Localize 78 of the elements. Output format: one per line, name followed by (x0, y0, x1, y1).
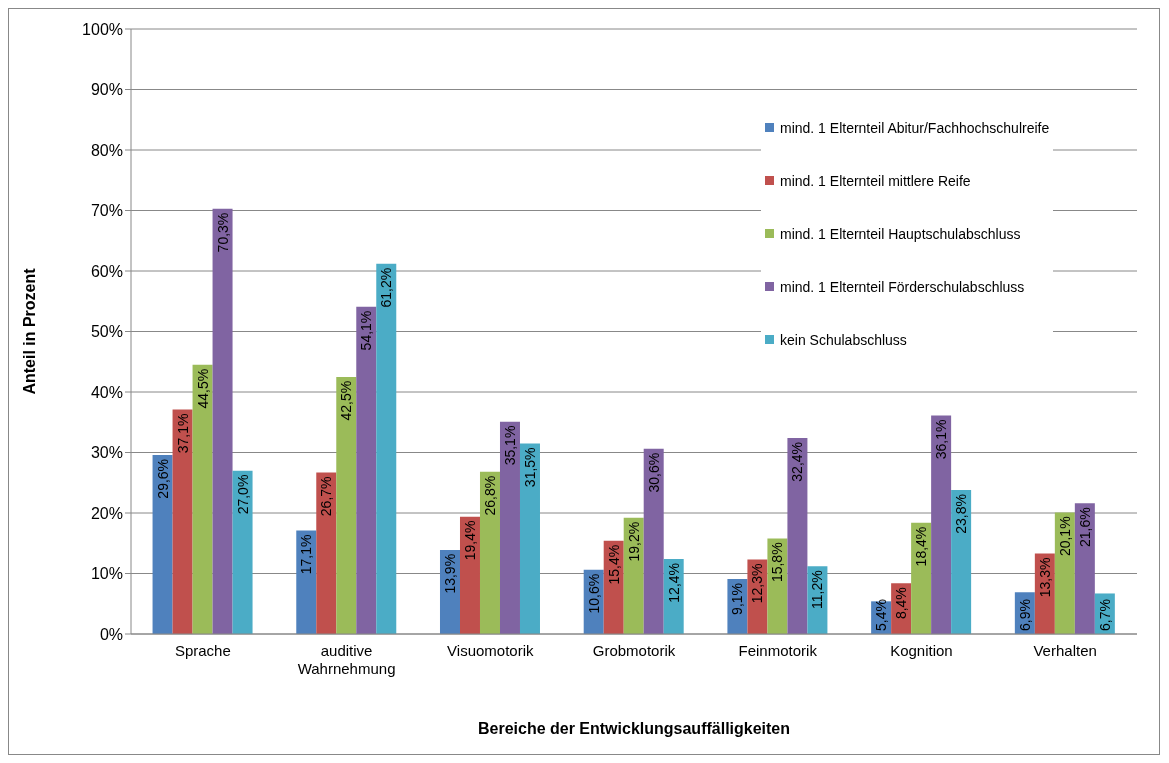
data-label: 18,4% (913, 526, 930, 567)
y-tick-label: 80% (90, 141, 123, 159)
data-label: 30,6% (645, 452, 662, 493)
data-label: 12,3% (749, 563, 766, 604)
data-label: 54,1% (358, 310, 375, 351)
legend-label: mind. 1 Elternteil Abitur/Fachhochschulreife (780, 119, 1050, 136)
data-label: 6,9% (1016, 599, 1033, 631)
bar (479, 471, 500, 634)
data-label: 23,8% (953, 494, 970, 534)
y-tick-label: 40% (90, 383, 123, 401)
legend-label: mind. 1 Elternteil Förderschulabschluss (780, 278, 1025, 295)
data-label: 21,6% (1076, 507, 1093, 548)
data-label: 27,0% (234, 474, 251, 515)
legend-label: mind. 1 Elternteil Hauptschulabschluss (780, 225, 1021, 242)
data-label: 13,9% (441, 553, 458, 594)
data-label: 5,4% (873, 599, 890, 631)
bar (192, 364, 213, 634)
data-label: 19,2% (625, 521, 642, 562)
y-tick-label: 50% (90, 323, 123, 341)
x-tick-label: Sprache (174, 642, 231, 659)
y-tick-label: 100% (82, 20, 123, 38)
data-label: 8,4% (893, 587, 910, 620)
data-label: 42,5% (338, 380, 355, 421)
y-tick-label: 20% (90, 504, 123, 522)
bar (336, 376, 357, 634)
y-tick-label: 90% (90, 81, 123, 99)
data-label: 44,5% (194, 368, 211, 409)
data-label: 32,4% (789, 441, 806, 482)
x-tick-label: auditive Wahrnehmung (297, 642, 396, 677)
data-label: 31,5% (521, 447, 538, 488)
legend-label: mind. 1 Elternteil mittlere Reife (780, 172, 971, 189)
y-tick-label: 10% (90, 565, 123, 583)
data-label: 9,1% (729, 582, 746, 615)
x-tick-label: Kognition (890, 642, 953, 659)
legend-label: kein Schulabschluss (780, 331, 907, 348)
bar (316, 472, 337, 634)
data-label: 26,8% (481, 475, 498, 516)
data-label: 20,1% (1056, 516, 1073, 557)
data-label: 6,7% (1096, 599, 1113, 631)
x-tick-label: Feinmotorik (738, 642, 818, 659)
bar (499, 421, 520, 634)
x-tick-label: Verhalten (1033, 642, 1097, 659)
bar (152, 454, 173, 634)
data-label: 15,4% (605, 544, 622, 585)
data-label: 10,6% (585, 573, 602, 614)
bar (643, 448, 664, 634)
data-label: 12,4% (665, 562, 682, 603)
y-tick-label: 70% (90, 202, 123, 220)
data-label: 15,8% (769, 542, 786, 583)
x-axis-title: Bereiche der Entwicklungsauffälligkeiten (477, 720, 791, 737)
bar (931, 415, 952, 634)
data-label: 61,2% (378, 267, 395, 308)
data-label: 26,7% (318, 476, 335, 517)
data-label: 70,3% (214, 212, 231, 253)
bar (376, 263, 397, 634)
data-label: 17,1% (298, 534, 315, 575)
bar (212, 208, 233, 634)
bar (172, 409, 193, 634)
data-label: 35,1% (501, 425, 518, 466)
data-label: 19,4% (461, 520, 478, 561)
data-label: 11,2% (809, 570, 826, 609)
y-tick-label: 30% (90, 444, 123, 462)
bar (356, 306, 377, 634)
data-label: 29,6% (154, 458, 171, 499)
y-axis-title: Anteil in Prozent (20, 267, 38, 395)
x-tick-label: Grobmotorik (592, 642, 676, 659)
y-tick-label: 60% (90, 262, 123, 280)
bar (232, 470, 253, 634)
bar (1054, 512, 1075, 634)
bar (1074, 503, 1095, 634)
x-tick-label: Visuomotorik (447, 642, 534, 659)
bar (787, 437, 808, 634)
data-label: 36,1% (933, 419, 950, 460)
bar (519, 443, 540, 634)
bar (951, 490, 972, 634)
data-label: 13,3% (1036, 557, 1053, 598)
data-label: 37,1% (174, 413, 191, 454)
y-tick-label: 0% (99, 625, 123, 643)
